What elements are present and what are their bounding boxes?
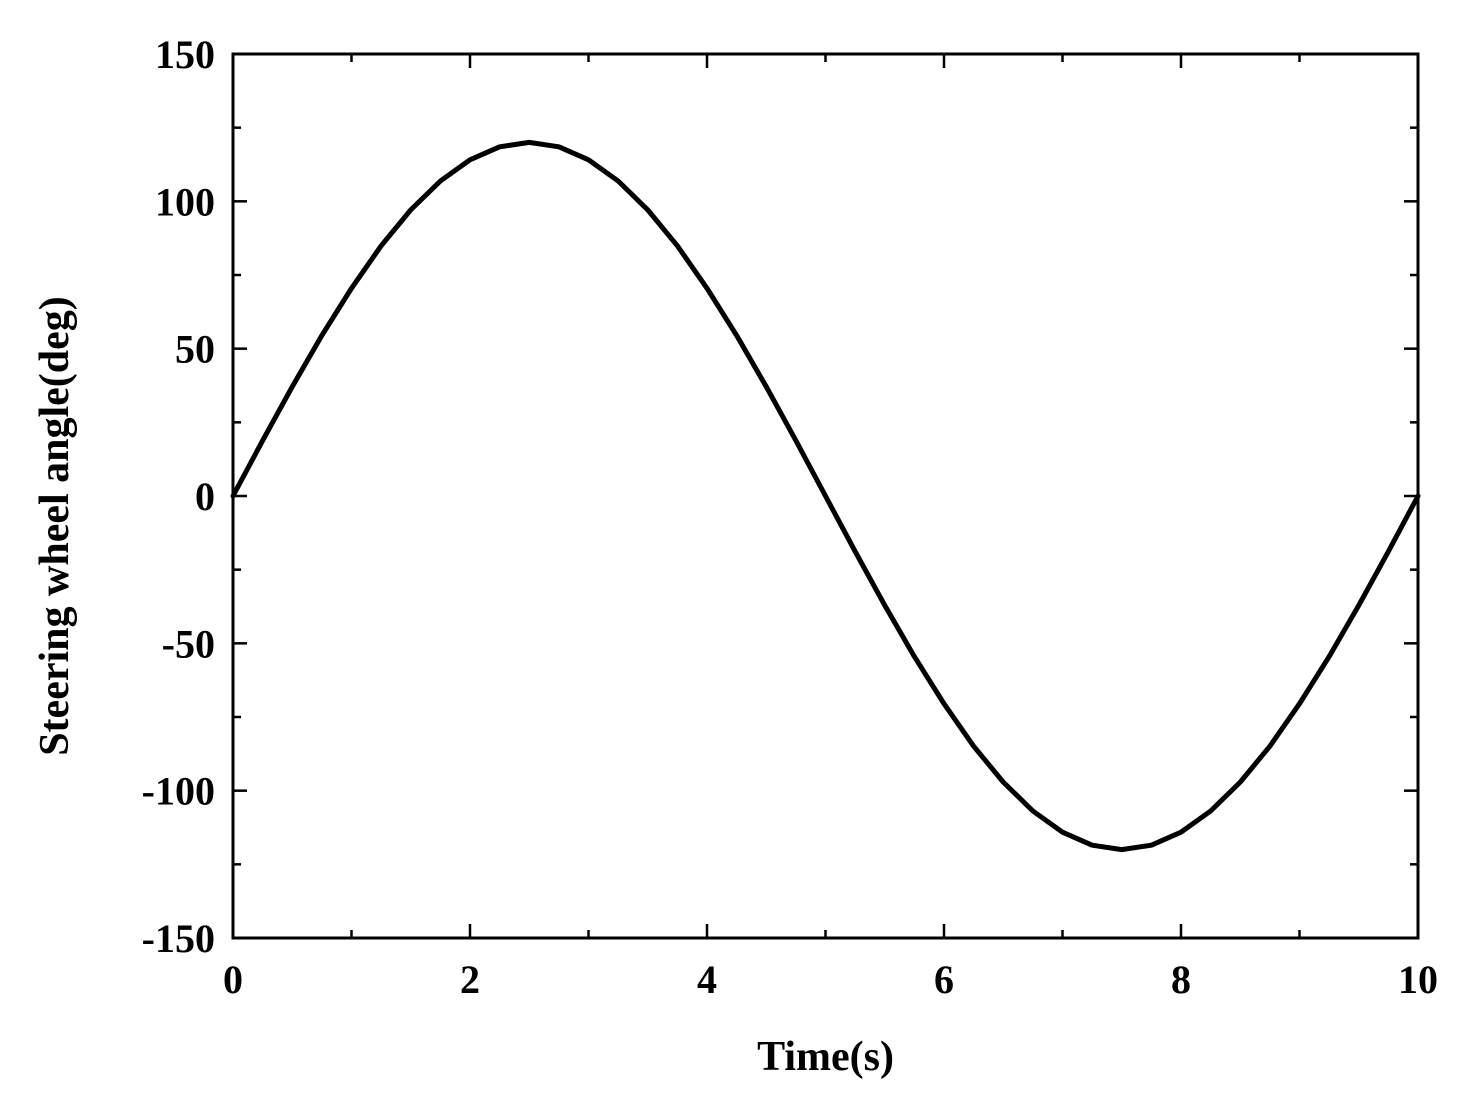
y-tick-label: 100 — [155, 179, 215, 224]
y-tick-label: 0 — [195, 474, 215, 519]
y-tick-label: 50 — [175, 327, 215, 372]
x-tick-label: 10 — [1398, 957, 1438, 1002]
plot-frame — [231, 52, 1420, 940]
series-layer — [230, 139, 1421, 853]
x-tick-label: 8 — [1171, 957, 1191, 1002]
y-tick-label: -50 — [162, 621, 215, 666]
y-axis-title: Steering wheel angle(deg) — [32, 296, 78, 756]
labels-layer: 0 2 4 6 8 10 150 100 50 0 -50 -100 -150 — [142, 32, 1438, 1002]
x-tick-label: 6 — [934, 957, 954, 1002]
y-tick-label: 150 — [155, 32, 215, 77]
x-tick-label: 2 — [460, 957, 480, 1002]
y-tick-label: -100 — [142, 769, 215, 814]
x-tick-label: 0 — [223, 957, 243, 1002]
x-tick-label: 4 — [697, 957, 717, 1002]
series-line-0 — [230, 139, 1421, 853]
x-axis-title: Time(s) — [757, 1034, 894, 1080]
y-tick-label: -150 — [142, 916, 215, 961]
